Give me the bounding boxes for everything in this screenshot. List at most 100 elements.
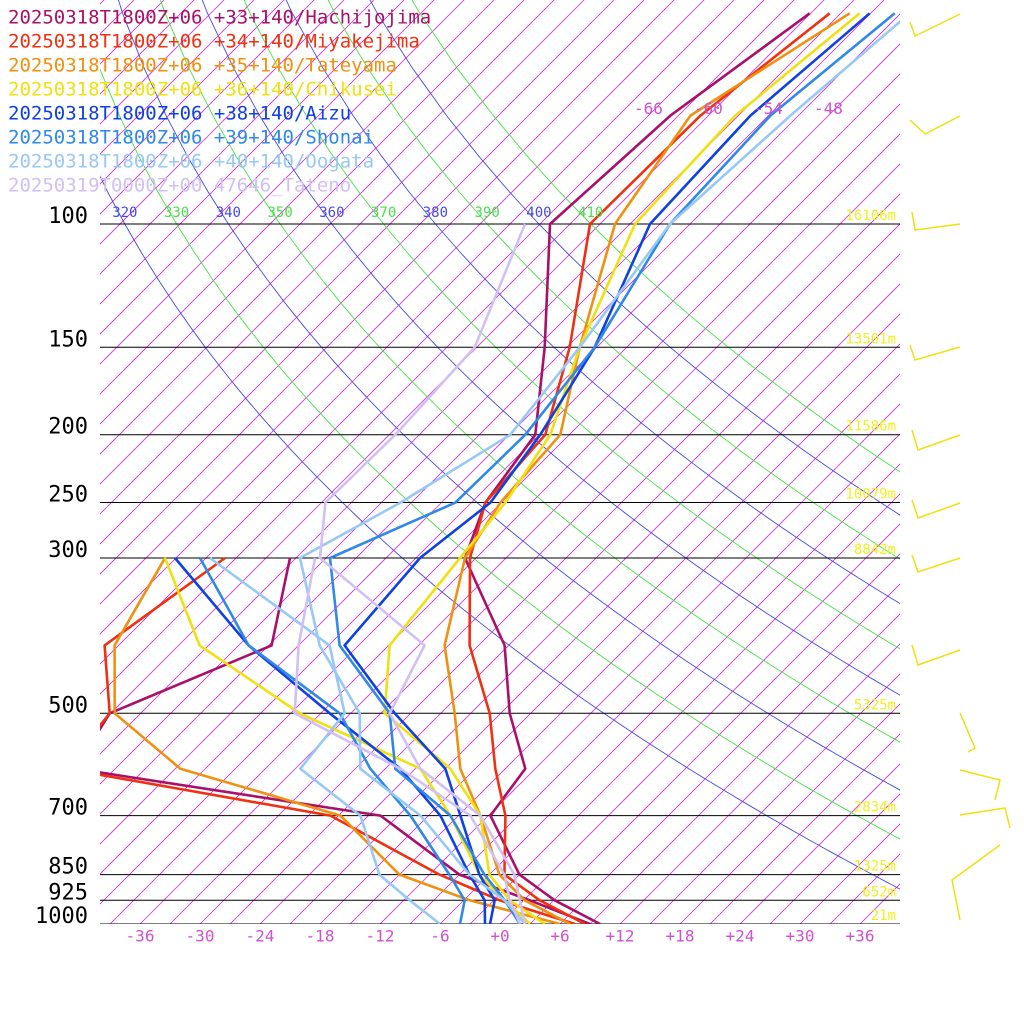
theta-label: 400 (526, 205, 551, 221)
wind-barbs (909, 13, 1011, 921)
dewpoint-line (113, 557, 561, 924)
legend-entry: 20250318T1800Z+06 +36+140/Chikusei (8, 79, 397, 101)
height-label: 652m (862, 884, 896, 900)
wind-barb (911, 429, 961, 451)
x-tick-label: +0 (490, 927, 509, 946)
theta-label: 380 (423, 205, 448, 221)
isotherm (529, 553, 900, 924)
theta-line (411, 0, 900, 473)
wind-barb (959, 807, 1011, 829)
theta-label: 340 (216, 205, 241, 221)
legend-entry: 20250318T1800Z+06 +35+140/Tateyama (8, 55, 397, 77)
wind-barb (911, 499, 961, 519)
isotherm (100, 0, 435, 335)
dewpoint-line (100, 556, 576, 924)
isotherm (619, 643, 900, 924)
legend-entry: 20250318T1800Z+06 +39+140/Shonai (8, 127, 374, 149)
isotherm (100, 0, 375, 275)
isotherm (100, 0, 345, 245)
theta-line (327, 0, 900, 560)
x-tick-label: -18 (306, 927, 335, 946)
isotherm (469, 493, 900, 924)
pressure-label: 850 (48, 855, 88, 880)
pressure-label: 1000 (35, 904, 88, 929)
temperature-line (343, 12, 871, 924)
pressure-label: 500 (48, 693, 88, 718)
theta-line (201, 0, 900, 696)
isotherm (679, 703, 900, 924)
isotherm (100, 0, 465, 365)
temperature-line (463, 12, 811, 924)
theta-label: 370 (371, 205, 396, 221)
theta-line (100, 175, 900, 890)
x-tick-label: -36 (126, 927, 155, 946)
pressure-label: 250 (48, 483, 88, 508)
theta-label: 390 (475, 205, 500, 221)
theta-line (243, 0, 900, 650)
isotherm-label: -60 (694, 99, 723, 118)
pressure-label: 925 (48, 880, 88, 905)
x-tick-label: -6 (430, 927, 449, 946)
theta-line (159, 0, 900, 743)
isotherm (589, 613, 900, 924)
x-tick-label: -12 (366, 927, 395, 946)
height-label: 5325m (854, 697, 896, 713)
pressure-label: 150 (48, 327, 88, 352)
height-label: 13501m (845, 331, 896, 347)
dewpoint-line (293, 557, 522, 924)
isotherm-label: -54 (754, 99, 783, 118)
pressure-label: 100 (48, 204, 88, 229)
isotherm (559, 583, 900, 924)
temperature-line (468, 12, 831, 924)
wind-barb (909, 13, 961, 38)
theta-label: 350 (267, 205, 292, 221)
pressure-label: 300 (48, 538, 88, 563)
isotherm (100, 0, 285, 185)
legend-entry: 20250319T0000Z+00 47646_Tateno (8, 175, 351, 197)
wind-barb (959, 712, 976, 753)
theta-label: 320 (112, 205, 137, 221)
theta-line (369, 0, 900, 516)
wind-barb (959, 769, 1001, 801)
theta-line (285, 0, 900, 605)
height-label: 21m (871, 908, 896, 924)
dewpoint-line (209, 556, 441, 924)
wind-barb (911, 644, 961, 666)
theta-label: 360 (319, 205, 344, 221)
isotherm (100, 0, 405, 305)
theta-line (100, 68, 900, 840)
isotherm (100, 0, 525, 425)
theta-label: 330 (164, 205, 189, 221)
x-tick-label: +24 (726, 927, 755, 946)
isotherm (100, 0, 255, 155)
x-tick-label: +36 (846, 927, 875, 946)
isotherm (499, 523, 900, 924)
legend-entry: 20250318T1800Z+06 +38+140/Aizu (8, 103, 351, 125)
labels: 320 330 340 350 360 370 380 390 400 410 100 16106m 1… (8, 7, 896, 946)
height-label: 2834m (854, 800, 896, 816)
x-tick-label: +18 (666, 927, 695, 946)
height-label: 11586m (845, 419, 896, 435)
isotherm (649, 673, 900, 924)
x-tick-label: -30 (186, 927, 215, 946)
x-tick-label: -24 (246, 927, 275, 946)
isotherm-label: -48 (814, 99, 843, 118)
theta-label: 410 (578, 205, 603, 221)
height-label: 16106m (845, 208, 896, 224)
x-tick-label: +12 (606, 927, 635, 946)
x-tick-label: +6 (550, 927, 569, 946)
x-tick-label: +30 (786, 927, 815, 946)
legend-entry: 20250318T1800Z+06 +40+140/Oogata (8, 151, 374, 173)
pressure-label: 200 (48, 415, 88, 440)
temperature-line (328, 12, 896, 924)
height-label: 1325m (854, 859, 896, 875)
temperature-line (318, 223, 527, 924)
legend-entry: 20250318T1800Z+06 +34+140/Miyakejima (8, 31, 420, 53)
isotherm (439, 463, 900, 924)
temperature-line (383, 12, 861, 924)
wind-barb (909, 344, 961, 361)
theta-line (117, 0, 900, 791)
height-label: 8842m (854, 542, 896, 558)
